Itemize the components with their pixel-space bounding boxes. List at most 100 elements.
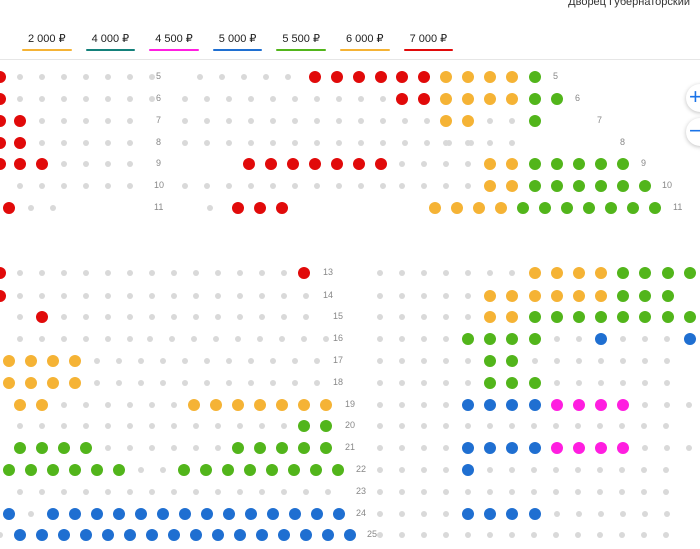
seat-available[interactable]	[506, 158, 518, 170]
seat-available[interactable]	[332, 464, 344, 476]
seat-available[interactable]	[0, 290, 6, 302]
seat-available[interactable]	[484, 71, 496, 83]
seat-available[interactable]	[639, 311, 651, 323]
seat-available[interactable]	[265, 158, 277, 170]
seat-available[interactable]	[451, 202, 463, 214]
seat-available[interactable]	[309, 158, 321, 170]
price-filter-7000[interactable]: 7 000 ₽	[403, 28, 454, 51]
seat-available[interactable]	[102, 529, 114, 541]
seat-available[interactable]	[551, 93, 563, 105]
seat-available[interactable]	[529, 93, 541, 105]
seat-available[interactable]	[639, 180, 651, 192]
seat-available[interactable]	[298, 420, 310, 432]
seat-available[interactable]	[617, 158, 629, 170]
seat-available[interactable]	[3, 355, 15, 367]
seat-available[interactable]	[232, 399, 244, 411]
seat-available[interactable]	[684, 333, 696, 345]
seat-available[interactable]	[135, 508, 147, 520]
seat-available[interactable]	[529, 311, 541, 323]
seat-available[interactable]	[529, 71, 541, 83]
seat-available[interactable]	[662, 290, 674, 302]
seat-available[interactable]	[649, 202, 661, 214]
seat-available[interactable]	[506, 355, 518, 367]
seat-available[interactable]	[639, 267, 651, 279]
seat-available[interactable]	[47, 464, 59, 476]
seat-available[interactable]	[276, 442, 288, 454]
seat-available[interactable]	[462, 71, 474, 83]
seat-available[interactable]	[617, 180, 629, 192]
seat-available[interactable]	[517, 202, 529, 214]
seat-available[interactable]	[484, 442, 496, 454]
seat-available[interactable]	[289, 508, 301, 520]
seat-available[interactable]	[47, 377, 59, 389]
seat-available[interactable]	[0, 93, 6, 105]
seat-available[interactable]	[529, 290, 541, 302]
seat-available[interactable]	[595, 267, 607, 279]
seat-available[interactable]	[551, 158, 563, 170]
seat-available[interactable]	[551, 311, 563, 323]
zoom-out-button[interactable]: −	[686, 118, 700, 146]
price-filter-4000[interactable]: 4 000 ₽	[85, 28, 136, 51]
seat-available[interactable]	[627, 202, 639, 214]
seat-available[interactable]	[0, 267, 6, 279]
seat-available[interactable]	[287, 158, 299, 170]
seat-available[interactable]	[353, 71, 365, 83]
seat-available[interactable]	[561, 202, 573, 214]
seat-available[interactable]	[573, 399, 585, 411]
seat-available[interactable]	[0, 158, 6, 170]
seat-available[interactable]	[200, 464, 212, 476]
seat-available[interactable]	[14, 529, 26, 541]
seat-available[interactable]	[551, 267, 563, 279]
seat-available[interactable]	[3, 508, 15, 520]
seat-available[interactable]	[36, 158, 48, 170]
seat-available[interactable]	[36, 399, 48, 411]
seat-available[interactable]	[418, 71, 430, 83]
seat-available[interactable]	[484, 355, 496, 367]
seat-available[interactable]	[396, 71, 408, 83]
seat-available[interactable]	[495, 202, 507, 214]
seat-available[interactable]	[573, 158, 585, 170]
zoom-in-button[interactable]: +	[686, 84, 700, 112]
seat-available[interactable]	[25, 464, 37, 476]
seat-available[interactable]	[418, 93, 430, 105]
seat-available[interactable]	[331, 158, 343, 170]
seat-available[interactable]	[201, 508, 213, 520]
seat-available[interactable]	[551, 180, 563, 192]
seat-available[interactable]	[662, 311, 674, 323]
seat-available[interactable]	[300, 529, 312, 541]
seat-available[interactable]	[506, 377, 518, 389]
seat-available[interactable]	[298, 399, 310, 411]
seat-available[interactable]	[157, 508, 169, 520]
seat-available[interactable]	[245, 508, 257, 520]
seat-available[interactable]	[529, 115, 541, 127]
seat-available[interactable]	[80, 529, 92, 541]
seat-available[interactable]	[309, 71, 321, 83]
seat-available[interactable]	[178, 464, 190, 476]
seat-available[interactable]	[320, 442, 332, 454]
seat-available[interactable]	[80, 442, 92, 454]
seat-available[interactable]	[484, 377, 496, 389]
seat-available[interactable]	[375, 158, 387, 170]
seat-available[interactable]	[276, 399, 288, 411]
seat-available[interactable]	[278, 529, 290, 541]
seat-available[interactable]	[573, 442, 585, 454]
seat-available[interactable]	[506, 93, 518, 105]
seat-available[interactable]	[617, 290, 629, 302]
seat-available[interactable]	[484, 508, 496, 520]
seat-available[interactable]	[529, 158, 541, 170]
seat-available[interactable]	[462, 115, 474, 127]
seat-available[interactable]	[36, 529, 48, 541]
seat-available[interactable]	[3, 464, 15, 476]
seat-available[interactable]	[320, 420, 332, 432]
seat-available[interactable]	[551, 399, 563, 411]
seat-available[interactable]	[91, 464, 103, 476]
seat-available[interactable]	[232, 442, 244, 454]
seat-available[interactable]	[256, 529, 268, 541]
seat-available[interactable]	[484, 311, 496, 323]
seat-available[interactable]	[595, 333, 607, 345]
seat-available[interactable]	[573, 180, 585, 192]
seat-available[interactable]	[243, 158, 255, 170]
seat-available[interactable]	[210, 399, 222, 411]
seat-available[interactable]	[14, 158, 26, 170]
